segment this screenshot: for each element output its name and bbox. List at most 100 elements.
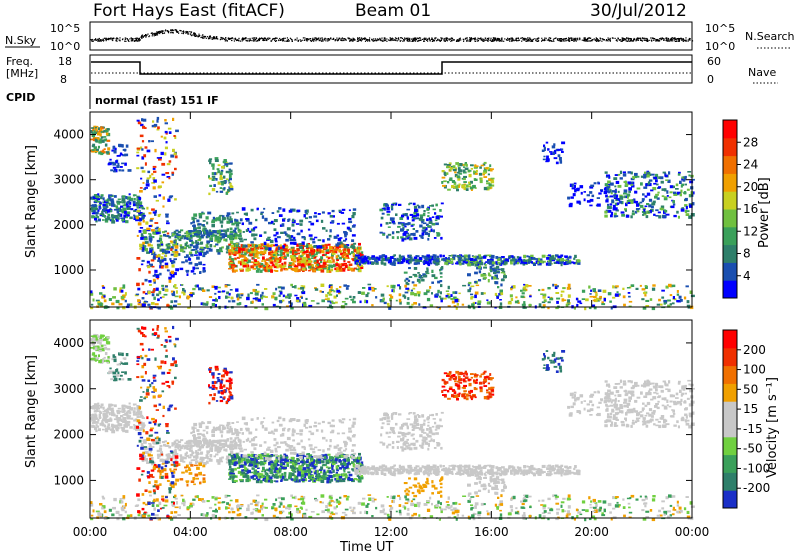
power-cell [479,179,483,184]
power-cell [118,201,122,203]
noise-point [235,38,237,40]
power-cell [523,301,526,305]
noise-point [176,31,178,33]
power-cell [389,261,392,265]
power-cell [95,125,99,128]
noise-point [530,38,532,40]
power-cell [359,252,362,255]
noise-point [553,40,555,42]
noise-point [364,40,367,42]
power-cell [438,295,442,298]
noise-point [272,38,274,40]
power-cell [342,267,345,270]
power-cell [268,251,271,256]
power-cell [641,211,645,213]
power-cell [435,203,438,207]
power-cell [291,208,296,212]
noise-point [629,38,631,40]
noise-point [179,29,181,32]
noise-point [466,39,468,41]
power-cell [495,256,499,259]
power-cell [159,272,162,276]
power-cell [364,299,367,304]
power-cell [241,261,246,265]
power-cell [539,260,544,264]
power-cell [681,207,685,209]
power-cell [458,257,462,261]
noise-point [171,32,173,34]
power-cell [567,299,570,303]
power-cell [305,253,310,257]
power-cell [280,269,283,272]
noise-point [264,37,266,39]
power-cell [124,210,127,214]
power-cell [413,256,418,259]
power-cell [610,214,613,218]
noise-point [97,39,99,41]
noise-point [383,37,385,39]
power-cell [614,174,619,176]
noise-point [606,39,608,41]
power-cell [172,293,176,297]
noise-point [441,38,443,40]
power-cell [91,204,95,207]
power-cell [642,193,645,196]
noise-point [648,39,650,41]
power-cell [524,284,529,288]
power-cell [556,300,559,304]
power-cell [493,267,498,270]
noise-point [203,35,205,37]
power-cell [399,301,402,305]
power-cell [311,238,315,241]
noise-point [381,37,383,39]
noise-point [429,40,431,42]
power-cell [280,251,284,254]
noise-point [506,38,508,41]
power-cell [540,293,544,295]
power-cell [242,231,245,233]
power-cell [402,232,407,236]
power-cell [646,174,650,178]
power-cell [665,179,669,181]
power-cell [289,241,294,245]
power-cell [371,255,375,258]
power-cell [312,241,316,244]
power-cell [410,289,413,292]
power-cell [385,255,388,258]
power-cell [170,253,175,256]
power-cell [643,292,647,295]
power-cell [135,202,140,204]
power-cell [341,208,346,211]
noise-point [636,37,638,39]
power-cell [400,261,403,264]
noise-point [525,38,527,40]
power-cell [358,242,361,246]
power-cell [219,190,224,193]
noise-point [573,40,575,42]
power-cell [488,178,492,182]
power-cell [102,213,105,217]
power-cell [487,272,491,276]
noise-point [509,39,511,41]
power-cell [454,291,458,294]
noise-point [531,39,533,41]
power-cell [590,184,595,187]
noise-point [138,38,140,40]
power-cell [343,244,348,248]
power-cell [271,212,275,214]
power-cell [691,178,695,181]
power-cell [133,194,137,197]
power-cell [297,260,302,264]
power-cell [362,287,366,289]
power-cell [330,268,334,272]
power-cell [534,258,538,260]
power-cell [257,257,260,259]
power-cell [280,249,284,252]
power-cell [335,243,339,247]
power-cell [305,297,308,300]
power-cell [214,292,217,295]
power-cell [679,299,683,302]
power-cell [331,253,334,257]
noise-point [208,37,210,39]
power-cell [146,301,149,303]
